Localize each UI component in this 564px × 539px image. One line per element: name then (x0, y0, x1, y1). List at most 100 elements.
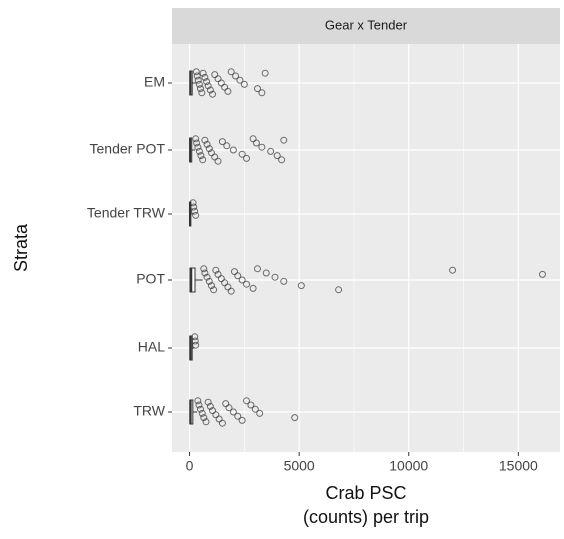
outlier (203, 273, 211, 281)
outlier (224, 283, 232, 291)
outlier (280, 136, 288, 144)
outlier (238, 416, 246, 424)
y-tick-label: Tender POT (90, 141, 166, 157)
outlier (209, 90, 217, 98)
outlier (280, 277, 288, 285)
outlier (192, 211, 200, 219)
outlier (217, 275, 225, 283)
outlier (238, 150, 246, 158)
box (189, 267, 196, 293)
outlier (267, 147, 275, 155)
outlier (217, 79, 225, 87)
outlier (214, 157, 222, 165)
outlier (205, 145, 213, 153)
x-tick-label: 0 (186, 458, 194, 474)
y-tick-label: Tender TRW (87, 205, 166, 221)
outlier (227, 287, 235, 295)
outlier (192, 341, 200, 349)
outlier (193, 139, 201, 147)
outlier (192, 68, 200, 76)
outlier (225, 404, 233, 412)
outlier (194, 143, 202, 151)
outlier (209, 407, 217, 415)
outlier (206, 402, 214, 410)
outlier (199, 69, 207, 77)
outlier (201, 269, 209, 277)
y-tick-label: TRW (133, 403, 165, 419)
outlier (198, 89, 206, 97)
outlier (211, 153, 219, 161)
outlier (240, 80, 248, 88)
outlier (256, 409, 264, 417)
outlier (196, 405, 204, 413)
outlier (218, 138, 226, 146)
strip-title: Gear x Tender (325, 17, 408, 32)
outlier (258, 143, 266, 151)
outlier (243, 154, 251, 162)
outlier (196, 85, 204, 93)
y-tick-label: HAL (138, 339, 165, 355)
outlier (229, 408, 237, 416)
x-tick-label: 5000 (284, 458, 315, 474)
outlier (234, 412, 242, 420)
outlier (449, 266, 457, 274)
outlier (249, 284, 257, 292)
outlier (211, 71, 219, 79)
outlier (258, 89, 266, 97)
outlier (195, 147, 203, 155)
outlier (222, 400, 230, 408)
outlier (221, 279, 229, 287)
outlier (191, 207, 199, 215)
outlier (195, 401, 203, 409)
x-tick-label: 15000 (499, 458, 538, 474)
outlier (227, 68, 235, 76)
outlier (215, 415, 223, 423)
y-axis-title: Strata (11, 223, 31, 272)
outlier (201, 73, 209, 81)
outlier (205, 277, 213, 285)
outlier (204, 398, 212, 406)
outlier (238, 276, 246, 284)
outlier (229, 146, 237, 154)
outlier (203, 78, 211, 86)
outlier (335, 286, 343, 294)
outlier (218, 419, 226, 427)
outlier (204, 82, 212, 90)
outlier (234, 272, 242, 280)
outlier (210, 286, 218, 294)
y-tick-label: EM (144, 74, 165, 90)
outlier (193, 72, 201, 80)
outlier (203, 140, 211, 148)
outlier (253, 265, 261, 273)
outlier (253, 85, 261, 93)
outlier (212, 266, 220, 274)
outlier (197, 152, 205, 160)
outlier (249, 135, 257, 143)
outlier (221, 83, 229, 91)
outlier (224, 87, 232, 95)
panel (172, 44, 560, 452)
y-tick-label: POT (136, 271, 165, 287)
x-axis-title: (counts) per trip (303, 507, 429, 527)
outlier (223, 142, 231, 150)
outlier (297, 282, 305, 290)
outlier (207, 149, 215, 157)
outlier (262, 269, 270, 277)
outlier (200, 265, 208, 273)
outlier (247, 401, 255, 409)
strip (172, 8, 560, 44)
outlier (252, 139, 260, 147)
x-axis-title: Crab PSC (325, 483, 406, 503)
outlier (201, 136, 209, 144)
outlier (207, 282, 215, 290)
outlier (271, 273, 279, 281)
outlier (199, 156, 207, 164)
outlier (195, 80, 203, 88)
outlier (251, 405, 259, 413)
outlier (194, 397, 202, 405)
outlier (206, 86, 214, 94)
outlier (212, 411, 220, 419)
outlier (198, 409, 206, 417)
outlier (538, 270, 546, 278)
